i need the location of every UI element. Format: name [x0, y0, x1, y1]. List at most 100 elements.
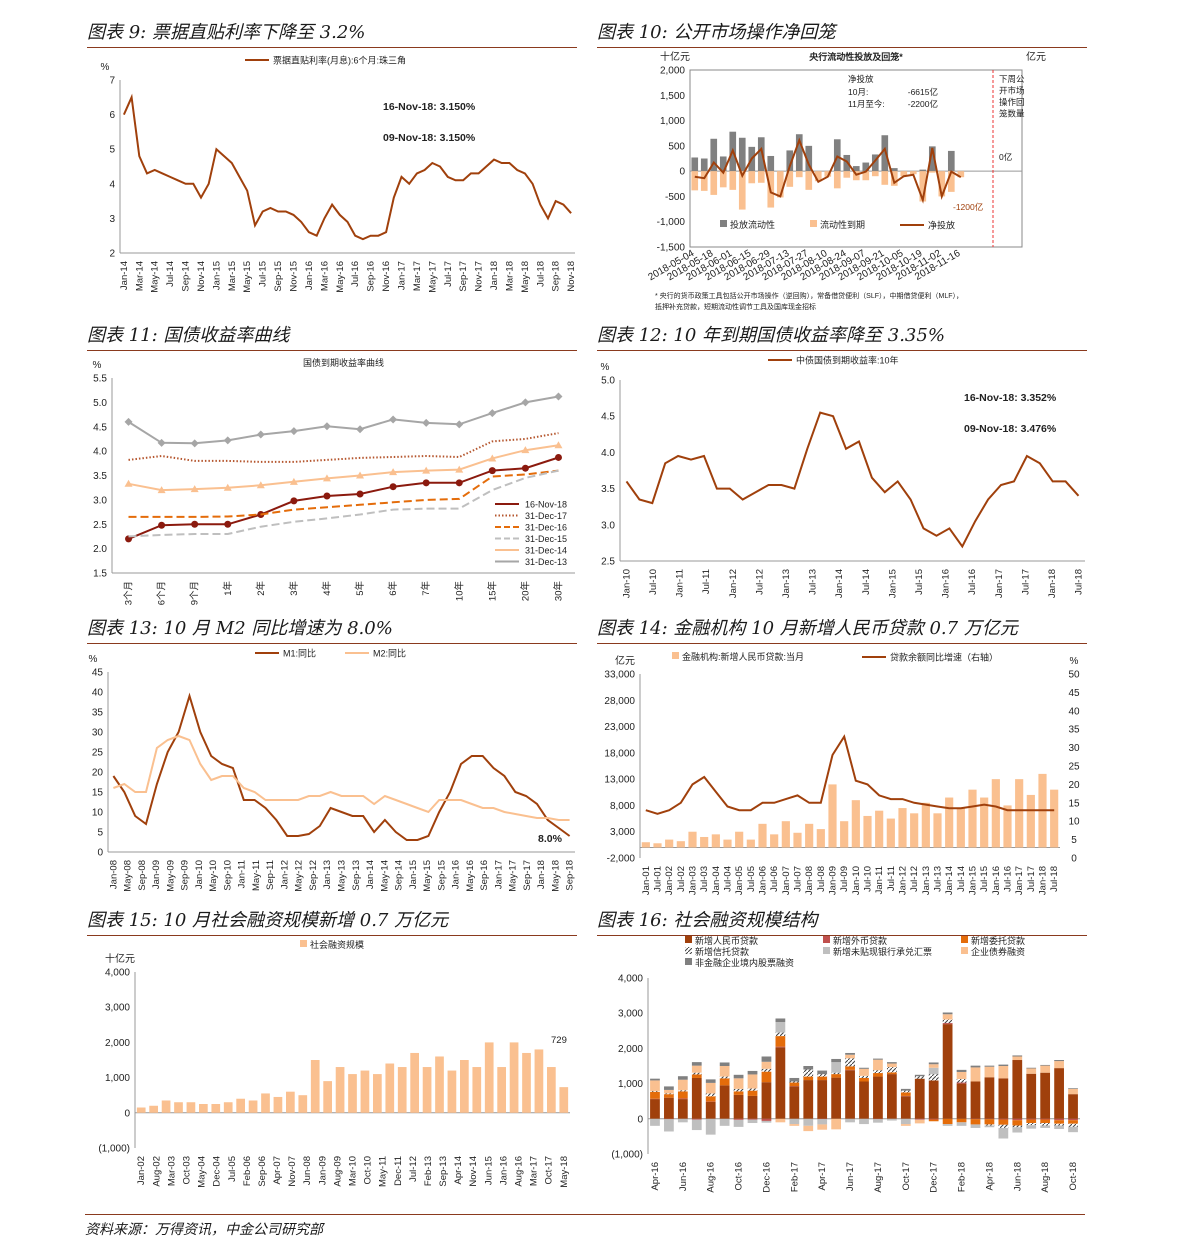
- point: [223, 483, 232, 491]
- y-tick-label: 4,000: [618, 974, 643, 985]
- legend-label: 中债国债到期收益率:10年: [796, 355, 899, 366]
- y-tick-label: 40: [92, 688, 104, 699]
- x-tick-label: Sep-13: [351, 860, 362, 891]
- bar: [1054, 1120, 1064, 1124]
- x-tick-label: Jun-08: [302, 1156, 313, 1185]
- bar: [1026, 1123, 1037, 1126]
- x-tick-label: Jul-10: [648, 569, 659, 595]
- y-tick-label: 18,000: [604, 748, 635, 759]
- x-tick-label: Jul-12: [408, 1156, 419, 1182]
- series-line: [128, 469, 559, 538]
- plot-frame: [689, 69, 1023, 248]
- point: [422, 418, 431, 427]
- bar: [522, 1052, 531, 1113]
- legend-swatch: [685, 947, 692, 954]
- legend-label: 新增未贴现银行承兑汇票: [833, 946, 932, 957]
- x-tick-label: Sep-12: [308, 860, 319, 891]
- x-tick-label: May-18: [520, 261, 531, 293]
- bar: [833, 139, 841, 172]
- bar: [970, 1065, 981, 1068]
- x-tick-label: Jan-08: [804, 866, 815, 895]
- bar: [873, 1076, 883, 1119]
- bar: [735, 831, 744, 848]
- bar: [397, 1067, 407, 1113]
- point: [455, 479, 463, 487]
- point: [224, 520, 232, 528]
- y-tick-label: 30: [92, 728, 104, 739]
- bar: [789, 1081, 800, 1083]
- y-tick-label: 3,000: [610, 827, 635, 838]
- x-tick-label: 20年: [519, 581, 531, 602]
- y2-tick-label: 40: [1068, 706, 1080, 717]
- x-tick-label: Mar-17: [412, 261, 423, 291]
- bar: [691, 1074, 702, 1078]
- bar: [862, 162, 870, 172]
- x-tick-label: Jul-11: [701, 569, 712, 594]
- x-tick-label: Apr-17: [817, 1162, 828, 1191]
- bar: [851, 800, 860, 848]
- x-tick-label: 1年: [222, 581, 234, 596]
- bar: [1012, 1127, 1023, 1133]
- bar: [805, 171, 813, 190]
- x-tick-label: Jan-13: [781, 569, 792, 598]
- x-tick-label: Jul-04: [723, 866, 734, 892]
- x-tick-label: 2年: [255, 581, 267, 596]
- x-tick-label: Oct-18: [1068, 1162, 1079, 1191]
- next-week-label: 操作回: [999, 97, 1025, 107]
- bar: [705, 1079, 716, 1083]
- bar: [1012, 1118, 1023, 1121]
- legend-label: 企业债券融资: [971, 946, 1025, 957]
- bar: [729, 171, 737, 190]
- y-tick-label: 1,000: [618, 1079, 643, 1090]
- bar: [845, 1058, 855, 1067]
- chart-10-title: 图表 10: 公开市场操作净回笼: [597, 18, 1087, 48]
- bar: [767, 155, 775, 172]
- bar: [497, 1067, 506, 1113]
- bar: [980, 797, 989, 848]
- next-week-label: 开市场: [999, 86, 1025, 96]
- point: [356, 490, 364, 498]
- bar: [998, 1127, 1009, 1139]
- bar: [664, 1094, 674, 1098]
- chart-9-title: 图表 9: 票据直贴利率下降至 3.2%: [87, 18, 577, 48]
- chart-11-title: 图表 11: 国债收益率曲线: [87, 321, 577, 351]
- point: [554, 453, 562, 461]
- x-tick-label: Jan-15: [211, 261, 222, 290]
- bar: [886, 1072, 897, 1075]
- x-tick-label: Sep-18: [565, 860, 576, 891]
- point: [190, 485, 199, 493]
- bar: [886, 1062, 897, 1064]
- bar: [710, 171, 718, 195]
- y2-tick-label: 20: [1068, 780, 1080, 791]
- bar: [970, 1119, 981, 1125]
- bar: [828, 784, 837, 848]
- point: [488, 454, 497, 462]
- legend-swatch: [685, 958, 692, 965]
- y-tick-label: 3: [109, 214, 115, 225]
- y2-tick-label: 50: [1068, 670, 1080, 681]
- x-tick-label: Apr-18: [984, 1162, 995, 1191]
- legend-label: 新增委托贷款: [971, 935, 1025, 946]
- x-tick-label: Jul-17: [443, 261, 454, 287]
- bar: [928, 1118, 939, 1120]
- x-tick-label: Dec-04: [212, 1156, 223, 1187]
- bar: [747, 1095, 758, 1119]
- point: [191, 520, 199, 528]
- bar: [1040, 1064, 1051, 1066]
- x-tick-label: Jul-14: [956, 866, 967, 892]
- bar: [286, 1091, 295, 1113]
- bar: [914, 1076, 925, 1079]
- bar: [873, 1119, 883, 1123]
- bar: [1012, 1125, 1023, 1128]
- x-tick-label: Jan-09: [317, 1156, 328, 1185]
- bar: [984, 1077, 995, 1119]
- bar: [775, 1036, 786, 1047]
- bar: [664, 1093, 674, 1095]
- x-tick-label: Jan-02: [664, 866, 675, 895]
- bar: [758, 823, 767, 848]
- series-line: [128, 469, 559, 518]
- bar: [831, 1077, 842, 1119]
- bar: [761, 1061, 772, 1069]
- point: [157, 486, 166, 494]
- x-tick-label: Nov-07: [287, 1156, 298, 1187]
